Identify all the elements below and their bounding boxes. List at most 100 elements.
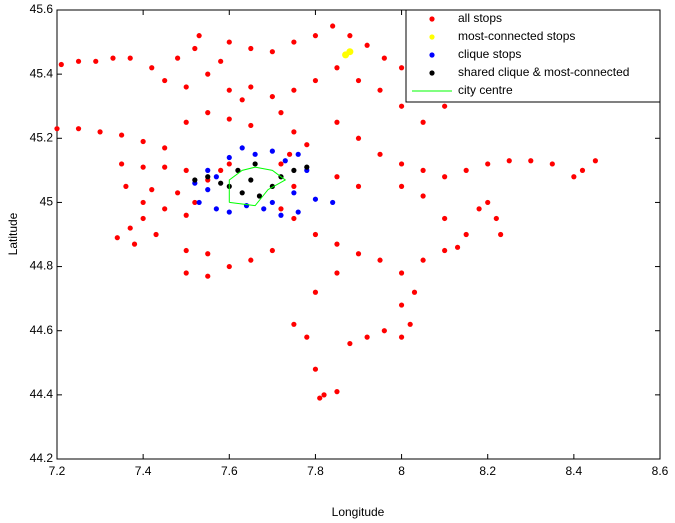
stop-point xyxy=(205,174,211,180)
stop-point xyxy=(493,215,499,222)
stop-point xyxy=(140,138,146,145)
stop-point xyxy=(183,270,189,276)
x-tick-label: 8.6 xyxy=(652,464,669,478)
stop-point xyxy=(312,196,319,202)
stop-point xyxy=(269,93,275,100)
stop-point xyxy=(312,33,319,39)
stop-point xyxy=(442,247,448,254)
stop-point xyxy=(442,103,448,109)
stop-point xyxy=(506,158,512,164)
x-axis-label: Longitude xyxy=(332,505,385,519)
stop-point xyxy=(127,55,133,61)
stop-point xyxy=(334,119,340,125)
stop-point xyxy=(239,190,245,196)
stop-point xyxy=(411,289,418,295)
stop-point xyxy=(248,122,254,129)
stop-point xyxy=(377,151,383,157)
legend-box xyxy=(405,9,661,103)
stop-point xyxy=(420,257,426,263)
stop-point xyxy=(226,87,232,93)
stop-point xyxy=(226,154,232,161)
stop-point xyxy=(110,55,116,61)
stop-point xyxy=(442,215,448,222)
stop-point xyxy=(269,148,275,154)
stop-point xyxy=(252,151,258,157)
y-tick-label: 45.4 xyxy=(30,66,54,80)
y-tick-label: 45.2 xyxy=(30,130,54,144)
stop-point xyxy=(312,289,319,295)
stop-point xyxy=(192,177,198,183)
stop-point xyxy=(140,164,146,170)
legend-swatch xyxy=(429,52,435,58)
stop-point xyxy=(183,247,189,254)
stop-point xyxy=(192,199,198,206)
stop-point xyxy=(291,87,297,93)
stop-point xyxy=(355,135,362,141)
stop-point xyxy=(162,206,168,212)
stop-point xyxy=(334,65,340,71)
stop-point xyxy=(312,231,319,238)
stop-point xyxy=(205,187,211,193)
legend-label: city centre xyxy=(458,83,513,97)
stop-point xyxy=(226,209,232,215)
stop-point xyxy=(398,103,405,109)
y-tick-label: 44.6 xyxy=(30,323,54,337)
stop-point xyxy=(398,334,405,340)
stop-point xyxy=(330,23,336,29)
stop-point xyxy=(119,132,125,138)
stop-point xyxy=(58,61,64,68)
legend-swatch xyxy=(429,16,435,22)
stop-point xyxy=(407,321,413,327)
stop-point xyxy=(377,87,383,93)
stop-point xyxy=(312,77,319,84)
stop-point xyxy=(347,340,353,347)
stop-point xyxy=(123,183,129,189)
stop-point xyxy=(183,84,189,90)
stop-point xyxy=(256,193,263,199)
stop-point xyxy=(183,167,189,173)
stop-point xyxy=(243,203,250,209)
stop-point xyxy=(377,257,383,263)
stop-point xyxy=(304,164,310,170)
stop-point xyxy=(140,215,146,222)
stop-point xyxy=(248,177,254,183)
stop-point xyxy=(213,206,219,212)
stop-point xyxy=(304,142,310,148)
y-axis-label: Latitude xyxy=(6,212,20,255)
stop-point xyxy=(93,58,99,64)
stop-point xyxy=(463,231,469,238)
stop-point xyxy=(153,231,159,238)
x-tick-label: 7.4 xyxy=(135,464,152,478)
stop-point xyxy=(291,190,297,196)
stop-point xyxy=(205,251,211,257)
stop-point xyxy=(442,174,448,180)
stop-point xyxy=(381,328,387,334)
stop-point xyxy=(269,247,275,254)
stop-point xyxy=(269,49,275,55)
stop-point xyxy=(398,183,405,189)
stop-point xyxy=(485,199,491,206)
stop-point xyxy=(286,151,293,157)
x-tick-label: 7.6 xyxy=(221,464,238,478)
stop-point xyxy=(205,273,211,279)
stop-point xyxy=(239,97,245,103)
stop-point xyxy=(252,161,258,167)
stop-point xyxy=(282,158,288,164)
stop-point xyxy=(205,167,211,173)
stop-point xyxy=(291,321,297,327)
stop-point xyxy=(571,174,577,180)
stop-point xyxy=(398,270,405,276)
stop-point xyxy=(381,55,387,61)
stop-point xyxy=(398,65,405,71)
stop-point xyxy=(162,164,168,170)
stop-point xyxy=(149,187,155,193)
y-tick-label: 45.6 xyxy=(30,2,54,16)
stop-point xyxy=(213,174,219,180)
stop-point xyxy=(420,193,426,199)
stop-point xyxy=(119,161,125,167)
stop-point xyxy=(355,251,362,257)
stop-point xyxy=(205,110,211,116)
stop-point xyxy=(226,39,232,45)
stop-point xyxy=(196,33,202,39)
stop-point xyxy=(261,206,267,212)
